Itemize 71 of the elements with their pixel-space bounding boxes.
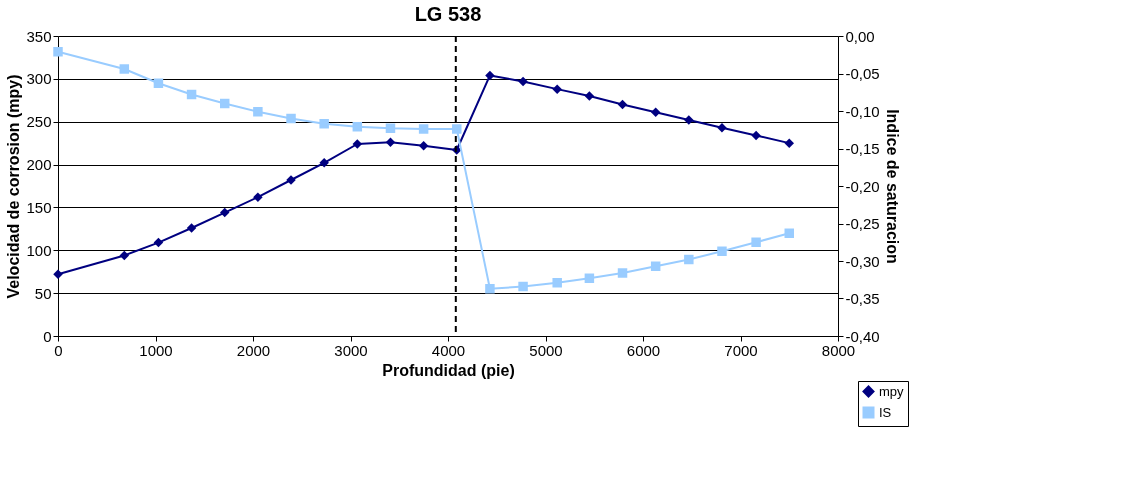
y-tick-label: 250	[26, 113, 52, 131]
y-tick-label: 50	[34, 284, 52, 302]
x-tick-label: 0	[54, 341, 63, 359]
y-tick-label: 200	[26, 156, 52, 174]
x-tick-label: 3000	[334, 341, 368, 359]
x-tick-label: 1000	[139, 341, 173, 359]
point	[53, 269, 63, 280]
point	[53, 47, 63, 57]
y2-tick-label: -0,35	[845, 290, 880, 307]
point	[418, 124, 429, 134]
point	[418, 140, 429, 151]
point	[518, 281, 528, 292]
point	[717, 122, 727, 133]
y-tick-label: 100	[26, 241, 52, 259]
point	[352, 122, 363, 132]
point	[119, 250, 130, 261]
point	[485, 70, 495, 81]
y2-tick-label: -0,05	[845, 65, 880, 82]
point	[485, 284, 495, 294]
chart-title: LG 538	[414, 3, 482, 25]
y2-tick-label: 0,00	[845, 27, 875, 45]
point	[751, 130, 761, 141]
x-tick-label: 2000	[236, 341, 271, 359]
y2-tick-label: -0,30	[845, 252, 880, 270]
point	[452, 124, 462, 134]
point	[684, 254, 694, 265]
x-tick-label: 4000	[431, 341, 466, 359]
point	[717, 246, 727, 256]
point	[253, 107, 263, 117]
point	[385, 123, 396, 133]
y-axis-title: Velocidad de corrosion (mpy)	[5, 74, 23, 299]
y2-axis-title: Indice de saturacion	[883, 109, 901, 264]
point	[385, 137, 396, 148]
y-tick-label: 0	[43, 327, 52, 345]
point	[153, 237, 164, 248]
x-axis-title: Profundidad (pie)	[382, 361, 515, 379]
y2-tick-label: -0,15	[845, 140, 880, 157]
point	[219, 98, 230, 109]
legend-label: IS	[879, 404, 892, 420]
point	[219, 207, 230, 218]
x-tick-label: 6000	[626, 341, 661, 359]
point	[784, 228, 794, 238]
point	[784, 138, 794, 148]
point	[253, 192, 263, 202]
point	[518, 76, 528, 87]
x-tick-label: 5000	[529, 341, 563, 359]
y-tick-label: 350	[26, 27, 52, 45]
point	[552, 278, 562, 288]
point	[186, 89, 197, 100]
point	[584, 273, 595, 283]
y2-tick-label: -0,25	[845, 215, 880, 232]
point	[286, 113, 296, 124]
point	[319, 119, 329, 129]
legend-label: mpy	[879, 383, 905, 399]
y-tick-label: 150	[26, 198, 52, 216]
y2-tick-label: -0,10	[845, 102, 880, 120]
point	[319, 158, 329, 168]
point	[552, 84, 562, 94]
point	[751, 237, 761, 247]
point	[153, 78, 164, 88]
point	[186, 223, 197, 233]
point	[617, 99, 628, 110]
y2-tick-label: -0,20	[845, 177, 880, 195]
y-tick-label: 300	[26, 70, 52, 88]
point	[119, 64, 130, 74]
point	[584, 91, 595, 101]
point	[650, 261, 661, 271]
point	[617, 268, 628, 278]
point	[650, 107, 661, 118]
x-tick-label: 7000	[724, 341, 758, 359]
point	[352, 139, 363, 149]
